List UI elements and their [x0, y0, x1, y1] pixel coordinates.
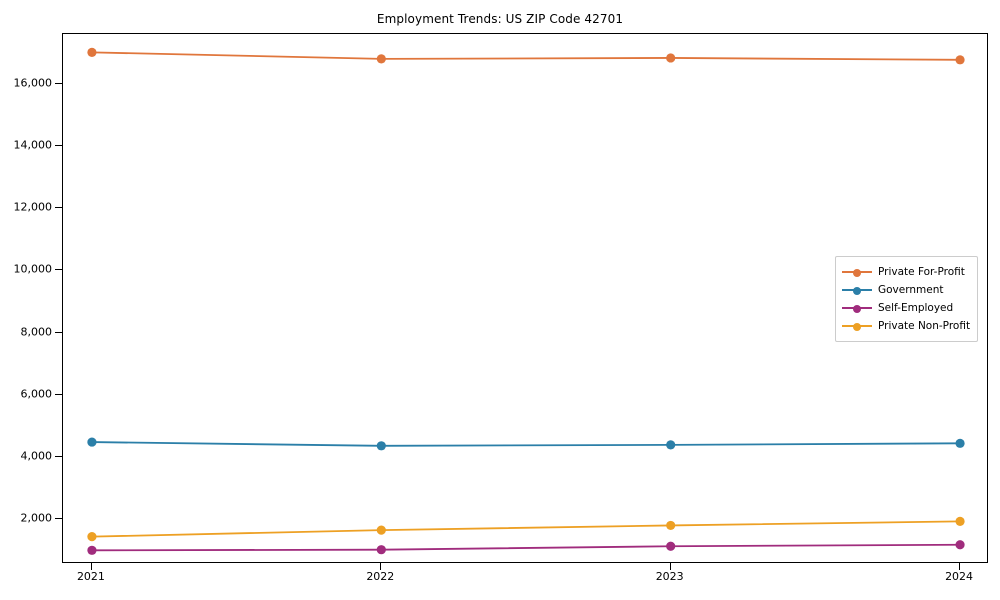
- x-axis-tick-label: 2022: [366, 570, 395, 583]
- data-point-marker: [87, 545, 97, 555]
- series-line: [91, 51, 961, 61]
- legend-item-label: Government: [878, 284, 944, 296]
- legend-item-label: Private Non-Profit: [878, 320, 971, 332]
- data-point-marker: [87, 532, 97, 542]
- plot-area: [62, 33, 988, 563]
- y-axis-tick-mark: [55, 456, 62, 457]
- y-axis-tick-mark: [55, 269, 62, 271]
- data-point-marker: [87, 437, 97, 447]
- series-line: [91, 441, 961, 447]
- x-axis-tick-label: 2024: [945, 570, 974, 583]
- legend-marker-icon: [842, 265, 872, 279]
- chart-title: Employment Trends: US ZIP Code 42701: [376, 12, 624, 26]
- legend-item[interactable]: Private For-Profit: [842, 263, 971, 281]
- legend-item[interactable]: Government: [842, 281, 971, 299]
- x-axis-tick-mark: [380, 563, 382, 570]
- legend-marker-icon: [842, 301, 872, 315]
- y-axis-tick-mark: [55, 144, 62, 146]
- data-point-marker: [376, 545, 386, 555]
- y-axis-tick-mark: [55, 393, 62, 395]
- y-axis-tick-mark: [55, 518, 62, 520]
- data-point-marker: [666, 440, 676, 450]
- legend-marker-icon: [842, 319, 872, 333]
- x-axis-tick-label: 2021: [76, 570, 105, 583]
- data-point-marker: [376, 441, 386, 451]
- y-axis-tick-mark: [55, 207, 62, 209]
- y-axis-tick-label: 16,000: [13, 76, 53, 90]
- y-axis-tick-label: 4,000: [20, 449, 53, 463]
- legend-item-label: Self-Employed: [878, 302, 954, 314]
- y-axis-tick-labels: 2,000 4,000 6,000 8,000 10,000 12,000 14,000 16…: [0, 0, 53, 600]
- y-axis-tick-mark: [55, 331, 62, 333]
- legend-item[interactable]: Private Non-Profit: [842, 317, 971, 335]
- data-point-marker: [666, 53, 676, 63]
- x-axis-tick-mark: [959, 563, 961, 570]
- y-axis-tick-label: 8,000: [20, 325, 53, 339]
- data-point-marker: [376, 525, 386, 535]
- y-axis-tick-label: 2,000: [20, 511, 53, 525]
- y-axis-tick-mark: [55, 82, 62, 84]
- series-line: [91, 520, 961, 538]
- legend-marker-icon: [842, 283, 872, 297]
- data-point-marker: [955, 516, 965, 526]
- y-axis-tick-label: 10,000: [13, 262, 53, 276]
- legend-item[interactable]: Self-Employed: [842, 299, 971, 317]
- data-point-marker: [87, 47, 97, 57]
- x-axis-tick-mark: [90, 563, 92, 570]
- data-point-marker: [955, 540, 965, 550]
- plot-lines: [87, 47, 965, 555]
- legend-item-label: Private For-Profit: [878, 266, 965, 278]
- y-axis-tick-label: 12,000: [13, 200, 53, 214]
- chart-legend[interactable]: Private For-Profit Government Self-Employe…: [835, 256, 978, 342]
- x-axis-tick-label: 2023: [655, 570, 684, 583]
- data-point-marker: [666, 520, 676, 531]
- x-axis-tick-mark: [669, 563, 671, 570]
- data-point-marker: [376, 54, 386, 64]
- y-axis-tick-label: 14,000: [13, 138, 53, 152]
- data-point-marker: [955, 55, 965, 65]
- y-axis-tick-label: 6,000: [20, 387, 53, 401]
- data-point-marker: [666, 541, 676, 551]
- series-line: [91, 543, 961, 552]
- data-point-marker: [955, 438, 965, 448]
